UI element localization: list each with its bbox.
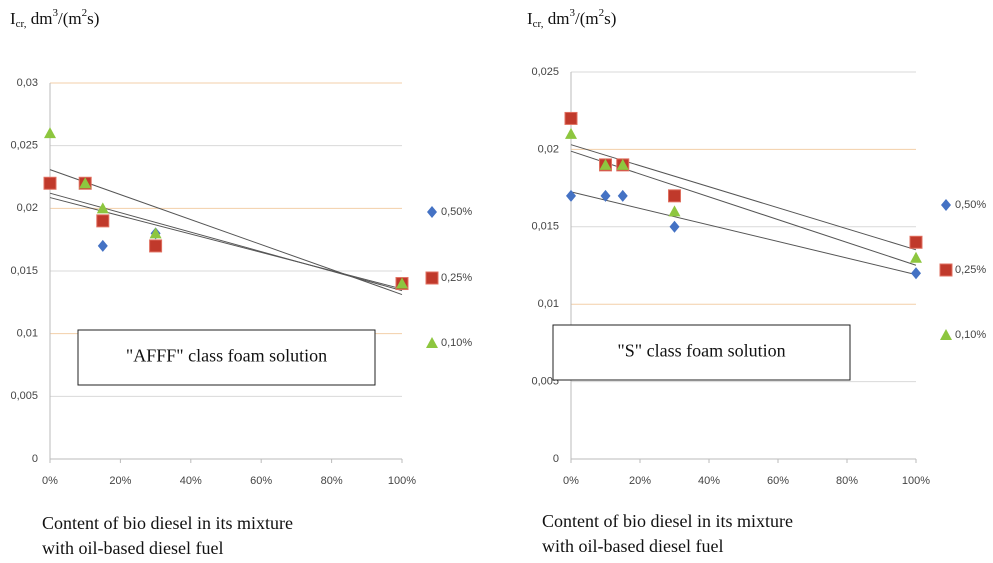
x-tick-label: 20% xyxy=(109,475,131,487)
trendline xyxy=(570,191,917,276)
point xyxy=(79,177,92,189)
x-tick-label: 80% xyxy=(836,475,858,487)
y-axis-label-part: /(m xyxy=(58,9,82,28)
y-tick-label: 0,01 xyxy=(17,328,38,340)
y-axis-label-part: I xyxy=(527,9,533,28)
x-tick-label: 40% xyxy=(180,475,202,487)
x-axis-label: Content of bio diesel in its mixture xyxy=(542,511,793,531)
y-axis-label-part: cr, xyxy=(533,18,544,30)
y-axis-label-part: /(m xyxy=(575,9,599,28)
x-tick-label: 0% xyxy=(563,475,579,487)
point xyxy=(149,239,163,253)
legend-marker xyxy=(425,271,439,285)
x-tick-label: 100% xyxy=(388,475,416,487)
x-tick-label: 100% xyxy=(902,475,930,487)
legend-label: 0,50% xyxy=(441,206,472,218)
legend-marker xyxy=(427,206,437,218)
legend-label: 0,50% xyxy=(955,199,986,211)
y-tick-label: 0,025 xyxy=(531,66,559,78)
y-tick-label: 0,03 xyxy=(17,77,38,89)
point xyxy=(564,111,578,125)
legend-label: 0,10% xyxy=(441,337,472,349)
y-axis-label-part: dm xyxy=(27,9,53,28)
annotation: "S" class foam solution xyxy=(617,341,785,361)
point xyxy=(669,220,680,233)
y-tick-label: 0,025 xyxy=(10,140,38,152)
point xyxy=(43,176,57,190)
legend-label: 0,10% xyxy=(955,329,986,341)
y-axis-label-part: s) xyxy=(604,9,616,28)
point xyxy=(396,277,408,289)
x-tick-label: 40% xyxy=(698,475,720,487)
y-axis-label-part: 3 xyxy=(570,7,576,19)
x-axis-label: Content of bio diesel in its mixture xyxy=(42,513,293,533)
y-tick-label: 0 xyxy=(32,453,38,465)
point xyxy=(911,267,921,280)
legend-marker xyxy=(941,199,951,211)
trendline xyxy=(49,169,403,296)
y-axis-label-part: 3 xyxy=(53,7,59,19)
point xyxy=(599,158,612,170)
trendline xyxy=(49,192,403,292)
y-tick-label: 0,02 xyxy=(538,143,559,155)
y-axis-label-part: cr, xyxy=(16,18,27,30)
point xyxy=(44,127,56,139)
point xyxy=(600,189,611,202)
y-tick-label: 0,02 xyxy=(17,202,38,214)
point xyxy=(565,127,577,139)
point xyxy=(617,189,628,202)
y-axis-label: Icr, dm3/(m2s) xyxy=(527,7,616,30)
y-tick-label: 0 xyxy=(553,453,559,465)
y-axis-label-part: dm xyxy=(544,9,570,28)
y-axis-label-part: 2 xyxy=(599,7,605,19)
annotation-box xyxy=(552,324,851,381)
legend-label: 0,25% xyxy=(955,264,986,276)
annotation-box xyxy=(77,329,376,386)
y-axis-label-part: s) xyxy=(87,9,99,28)
point xyxy=(566,189,576,202)
y-axis-label-part: I xyxy=(10,9,16,28)
point xyxy=(909,235,923,249)
point xyxy=(96,214,110,228)
x-axis-label: with oil-based diesel fuel xyxy=(542,536,723,556)
x-tick-label: 60% xyxy=(250,475,272,487)
x-axis-label: with oil-based diesel fuel xyxy=(42,538,223,558)
point xyxy=(149,227,162,239)
y-tick-label: 0,015 xyxy=(531,221,559,233)
legend-marker xyxy=(426,337,438,348)
y-axis-label: Icr, dm3/(m2s) xyxy=(10,7,99,30)
y-tick-label: 0,015 xyxy=(10,265,38,277)
y-tick-label: 0,005 xyxy=(10,390,38,402)
point xyxy=(668,189,681,203)
y-axis-label-part: 2 xyxy=(82,7,88,19)
point xyxy=(616,158,629,170)
point xyxy=(910,251,922,263)
x-tick-label: 60% xyxy=(767,475,789,487)
y-tick-label: 0,01 xyxy=(538,298,559,310)
legend-marker xyxy=(940,329,952,340)
annotation: "AFFF" class foam solution xyxy=(126,346,327,366)
point xyxy=(96,202,109,214)
x-tick-label: 0% xyxy=(42,475,58,487)
x-tick-label: 20% xyxy=(629,475,651,487)
legend-marker xyxy=(939,263,953,277)
point xyxy=(668,205,681,217)
point xyxy=(97,239,108,252)
y-tick-label: 0,005 xyxy=(531,376,559,388)
legend-label: 0,25% xyxy=(441,272,472,284)
x-tick-label: 80% xyxy=(321,475,343,487)
